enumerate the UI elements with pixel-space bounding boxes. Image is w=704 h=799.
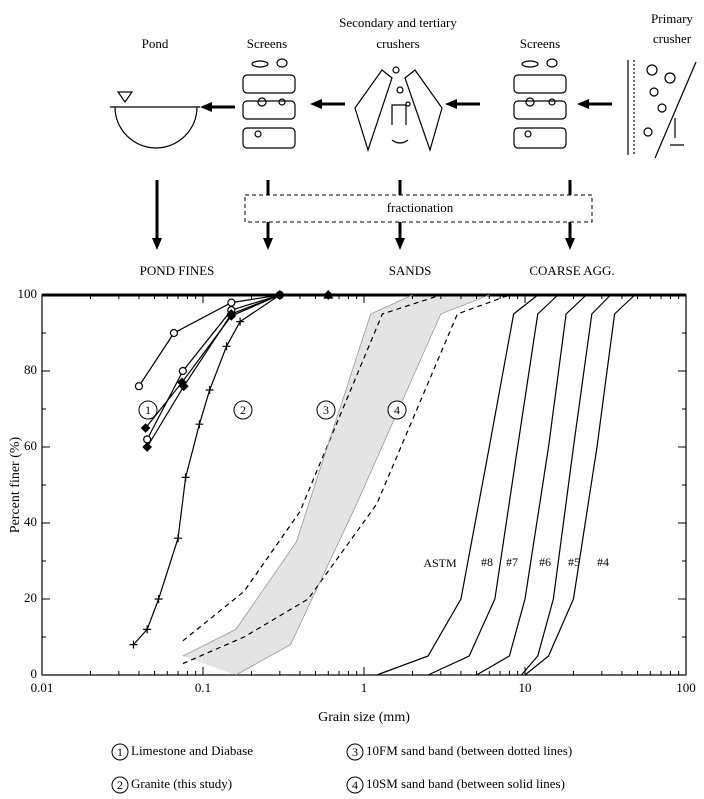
marker xyxy=(236,317,245,326)
stage-label: crushers xyxy=(376,36,419,51)
marker xyxy=(226,309,237,319)
legend-text: Granite (this study) xyxy=(131,776,232,791)
marker xyxy=(129,640,138,649)
legend-number: 1 xyxy=(117,745,123,759)
curve-label: #8 xyxy=(481,555,493,569)
x-tick-label: 10 xyxy=(519,680,532,695)
marker xyxy=(222,342,231,351)
x-tick-label: 100 xyxy=(676,680,696,695)
series-line xyxy=(145,294,281,429)
x-tick-label: 0.01 xyxy=(31,680,54,695)
marker xyxy=(142,442,153,452)
legend-circle xyxy=(111,743,129,761)
series-line xyxy=(476,294,587,676)
stage-label: Screens xyxy=(247,36,287,51)
stage-label: Secondary and tertiary xyxy=(339,15,457,30)
series-line xyxy=(133,294,281,646)
annotation-circle xyxy=(233,400,253,420)
stage-label: Screens xyxy=(520,36,560,51)
series-line xyxy=(520,294,611,676)
marker xyxy=(178,366,187,376)
annotation: 1 xyxy=(145,403,151,417)
legend-text: 10FM sand band (between dotted lines) xyxy=(366,743,572,758)
y-tick-label: 40 xyxy=(24,514,37,529)
flow-arrows xyxy=(152,99,612,250)
legend-text: 10SM sand band (between solid lines) xyxy=(366,776,565,791)
legend-circle xyxy=(346,776,364,794)
stage-label: Pond xyxy=(142,36,169,51)
output-label: SANDS xyxy=(389,263,432,278)
water-level xyxy=(116,91,134,104)
annotation: 3 xyxy=(323,403,329,417)
annotation: 2 xyxy=(240,403,246,417)
y-tick-label: 20 xyxy=(24,590,37,605)
marker xyxy=(205,386,214,394)
marker xyxy=(154,595,163,603)
y-tick-label: 60 xyxy=(24,438,37,453)
marker xyxy=(169,328,179,338)
sand-band-fill xyxy=(182,295,490,675)
series-line xyxy=(146,294,329,448)
output-label: POND FINES xyxy=(140,263,215,278)
marker xyxy=(227,298,236,307)
y-tick-label: 80 xyxy=(24,362,37,377)
y-tick-label: 100 xyxy=(18,286,38,301)
annotation: ASTM xyxy=(423,556,457,570)
primary-crusher-icon xyxy=(627,60,697,159)
marker xyxy=(323,289,334,299)
curve-label: #7 xyxy=(506,555,518,569)
annotation-circle xyxy=(316,400,336,420)
series-line xyxy=(524,294,636,676)
marker xyxy=(140,423,151,433)
marker xyxy=(134,382,144,391)
series-line xyxy=(182,294,413,657)
legend-number: 3 xyxy=(352,745,358,759)
series-line xyxy=(182,294,510,665)
annotation-circle xyxy=(138,400,158,420)
legend-circle xyxy=(346,743,364,761)
x-tick-label: 0.1 xyxy=(195,680,211,695)
curve-label: #4 xyxy=(597,555,609,569)
annotation-circle xyxy=(387,400,407,420)
series-line xyxy=(235,294,490,676)
annotation: 4 xyxy=(394,403,400,417)
marker xyxy=(143,625,152,634)
process-label: fractionation xyxy=(387,200,454,215)
marker xyxy=(275,291,284,299)
curve-label: #6 xyxy=(539,555,551,569)
legend-number: 2 xyxy=(117,778,123,792)
pond-icon xyxy=(110,106,200,149)
legend-number: 4 xyxy=(352,778,358,792)
series-line xyxy=(138,294,280,387)
marker xyxy=(195,420,204,429)
stage-label: crusher xyxy=(653,31,692,46)
output-label: COARSE AGG. xyxy=(529,263,614,278)
marker xyxy=(181,473,190,482)
crusher-icon xyxy=(354,66,443,152)
fractionation-box xyxy=(244,194,593,223)
plot: 0.01 0.1 1 10 100 0 20 40 60 80 100 #8 #7 #6 #5 #4 1 2 3 4 A… xyxy=(18,286,696,695)
process-diagram: Pond Screens Secondary and tertiary crus… xyxy=(110,11,697,278)
x-axis-label: Grain size (mm) xyxy=(318,710,410,725)
x-tick-label: 1 xyxy=(361,680,368,695)
marker xyxy=(174,534,183,543)
curve-label: #5 xyxy=(568,555,580,569)
legend-circle xyxy=(111,776,129,794)
series-line xyxy=(146,294,280,440)
series-line xyxy=(376,294,539,676)
screens-icon xyxy=(242,58,296,149)
stage-label: Primary xyxy=(651,11,693,26)
legend-text: Limestone and Diabase xyxy=(131,743,253,758)
y-axis-label: Percent finer (%) xyxy=(8,436,23,533)
y-tick-label: 0 xyxy=(31,666,38,681)
marker xyxy=(178,381,189,392)
series-line xyxy=(427,294,559,676)
screens-icon xyxy=(513,58,567,149)
